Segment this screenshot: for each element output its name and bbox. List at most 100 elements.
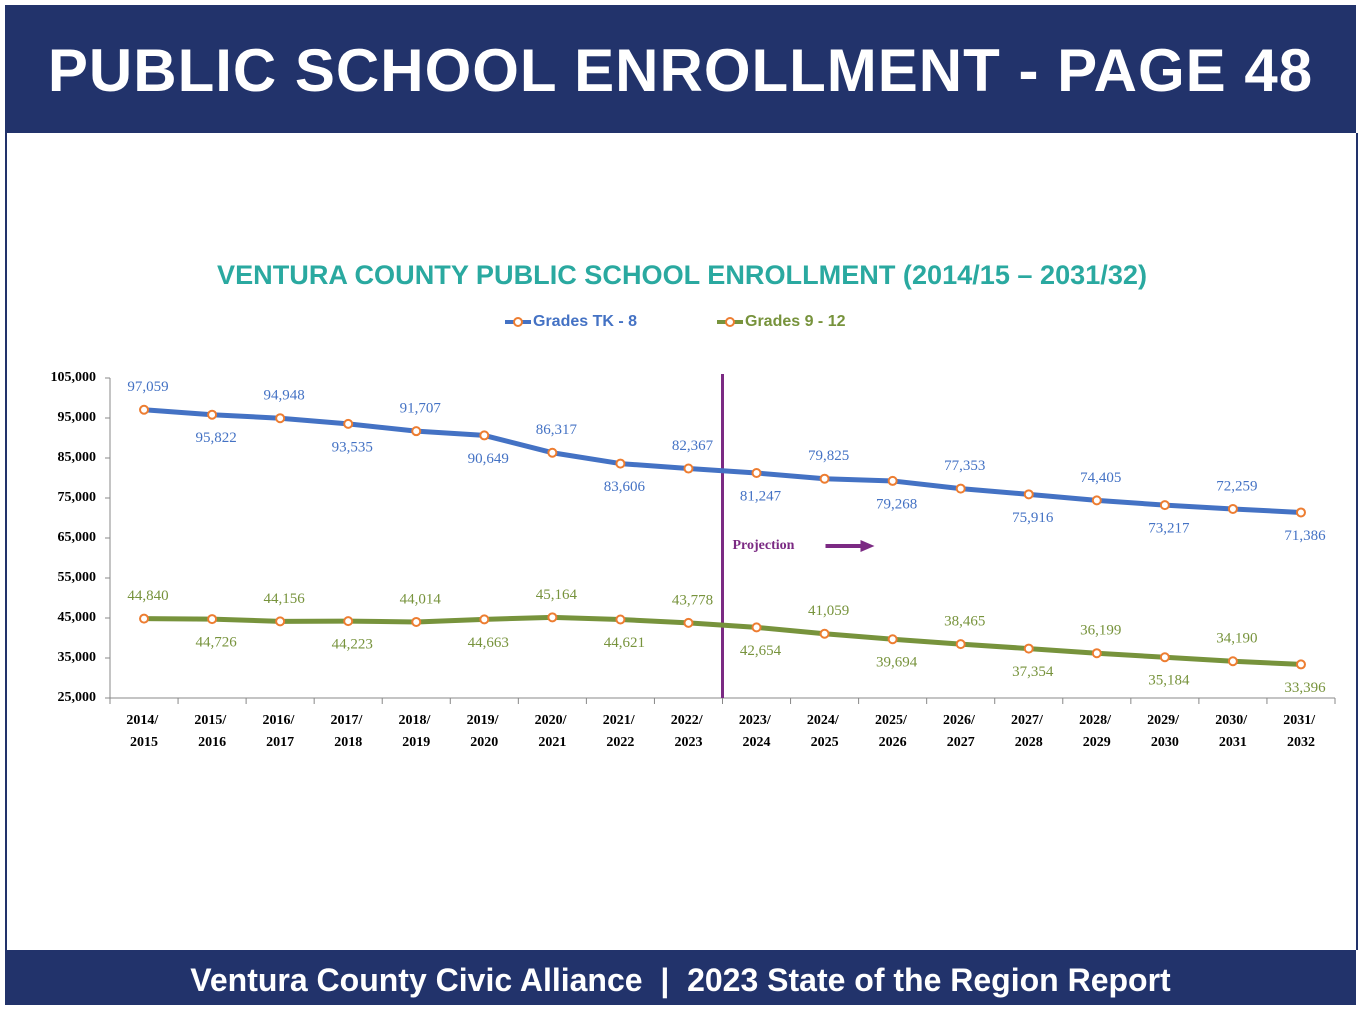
data-point	[411, 426, 422, 437]
x-tick-label: 2027/ 2028	[1011, 713, 1046, 750]
data-point	[547, 447, 558, 458]
y-tick-label: 65,000	[58, 530, 97, 545]
x-tick-line: 2015/	[194, 713, 229, 728]
x-tick-line: 2019	[402, 735, 430, 750]
data-point	[1023, 489, 1034, 500]
data-label: 45,164	[536, 587, 578, 603]
data-label: 75,916	[1012, 510, 1054, 526]
x-tick-line: 2023/	[739, 713, 774, 728]
data-point	[955, 483, 966, 494]
x-tick-line: 2030/	[1215, 713, 1250, 728]
data-point	[683, 617, 694, 628]
x-tick-label: 2025/ 2026	[875, 713, 910, 750]
header-title: PUBLIC SCHOOL ENROLLMENT - PAGE 48	[5, 5, 1356, 133]
y-tick-label: 75,000	[58, 490, 97, 505]
data-label: 83,606	[604, 479, 646, 495]
data-label: 42,654	[740, 643, 782, 659]
x-tick-line: 2018	[334, 735, 362, 750]
data-label: 34,190	[1216, 631, 1257, 647]
data-point	[547, 612, 558, 623]
legend-marker	[725, 317, 735, 327]
x-tick-line: 2028/	[1079, 713, 1114, 728]
x-tick-label: 2019/ 2020	[467, 713, 502, 750]
data-point	[1159, 652, 1170, 663]
data-label: 91,707	[400, 401, 442, 417]
data-label: 44,223	[332, 637, 373, 653]
x-tick-label: 2016/ 2017	[262, 713, 297, 750]
legend-marker	[513, 317, 523, 327]
data-point	[615, 614, 626, 625]
x-tick-label: 2023/ 2024	[739, 713, 774, 750]
x-tick-label: 2014/ 2015	[126, 713, 161, 750]
x-tick-line: 2020	[470, 735, 498, 750]
x-tick-line: 2014/	[126, 713, 161, 728]
x-tick-line: 2015	[130, 735, 158, 750]
data-point	[275, 413, 286, 424]
x-tick-line: 2024/	[807, 713, 842, 728]
data-label: 44,663	[468, 635, 509, 651]
data-point	[1023, 643, 1034, 654]
data-label: 71,386	[1284, 528, 1326, 544]
x-tick-label: 2029/ 2030	[1147, 713, 1182, 750]
data-label: 86,317	[536, 422, 578, 438]
y-tick-label: 95,000	[58, 410, 97, 425]
x-tick-line: 2029	[1083, 735, 1111, 750]
data-label: 95,822	[195, 430, 236, 446]
x-tick-line: 2018/	[399, 713, 434, 728]
y-tick-label: 55,000	[58, 570, 97, 585]
data-point	[207, 614, 218, 625]
data-point	[683, 463, 694, 474]
x-tick-line: 2022/	[671, 713, 706, 728]
annotation-arrowhead	[860, 540, 875, 552]
data-point	[1159, 500, 1170, 511]
x-tick-label: 2022/ 2023	[671, 713, 706, 750]
x-tick-line: 2016	[198, 735, 226, 750]
data-point	[275, 616, 286, 627]
y-tick-label: 45,000	[58, 610, 97, 625]
x-tick-line: 2022	[606, 735, 634, 750]
data-label: 82,367	[672, 438, 714, 454]
data-label: 94,948	[264, 388, 305, 404]
x-tick-line: 2029/	[1147, 713, 1182, 728]
data-label: 79,825	[808, 448, 849, 464]
x-tick-label: 2015/ 2016	[194, 713, 229, 750]
data-point	[751, 622, 762, 633]
x-tick-label: 2028/ 2029	[1079, 713, 1114, 750]
data-label: 44,840	[127, 588, 168, 604]
data-label: 41,059	[808, 603, 849, 619]
x-tick-line: 2024	[743, 735, 771, 750]
data-label: 44,726	[195, 635, 237, 651]
data-label: 44,014	[400, 591, 442, 607]
data-point	[1227, 503, 1238, 514]
data-label: 44,621	[604, 635, 645, 651]
frame	[5, 133, 1358, 950]
data-label: 77,353	[944, 458, 985, 474]
series-line	[144, 614, 1302, 667]
x-tick-line: 2032	[1287, 735, 1315, 750]
x-tick-line: 2017/	[330, 713, 365, 728]
data-point	[887, 634, 898, 645]
y-tick-label: 35,000	[58, 650, 97, 665]
x-tick-line: 2026/	[943, 713, 978, 728]
data-point	[1295, 507, 1306, 518]
data-point	[1227, 656, 1238, 667]
x-tick-line: 2020/	[535, 713, 570, 728]
data-label: 97,059	[127, 379, 168, 395]
x-tick-label: 2026/ 2027	[943, 713, 978, 750]
x-tick-line: 2031	[1219, 735, 1247, 750]
x-tick-line: 2027/	[1011, 713, 1046, 728]
x-tick-label: 2018/ 2019	[399, 713, 434, 750]
data-point	[1295, 659, 1306, 670]
x-tick-line: 2027	[947, 735, 975, 750]
data-point	[411, 616, 422, 627]
footer-text: Ventura County Civic Alliance | 2023 Sta…	[5, 950, 1356, 1005]
data-point	[955, 639, 966, 650]
x-tick-line: 2031/	[1283, 713, 1318, 728]
data-point	[1091, 648, 1102, 659]
data-label: 37,354	[1012, 664, 1054, 680]
data-point	[615, 458, 626, 469]
x-tick-line: 2017	[266, 735, 294, 750]
data-point	[479, 430, 490, 441]
x-tick-label: 2031/ 2032	[1283, 713, 1318, 750]
x-tick-line: 2025/	[875, 713, 910, 728]
